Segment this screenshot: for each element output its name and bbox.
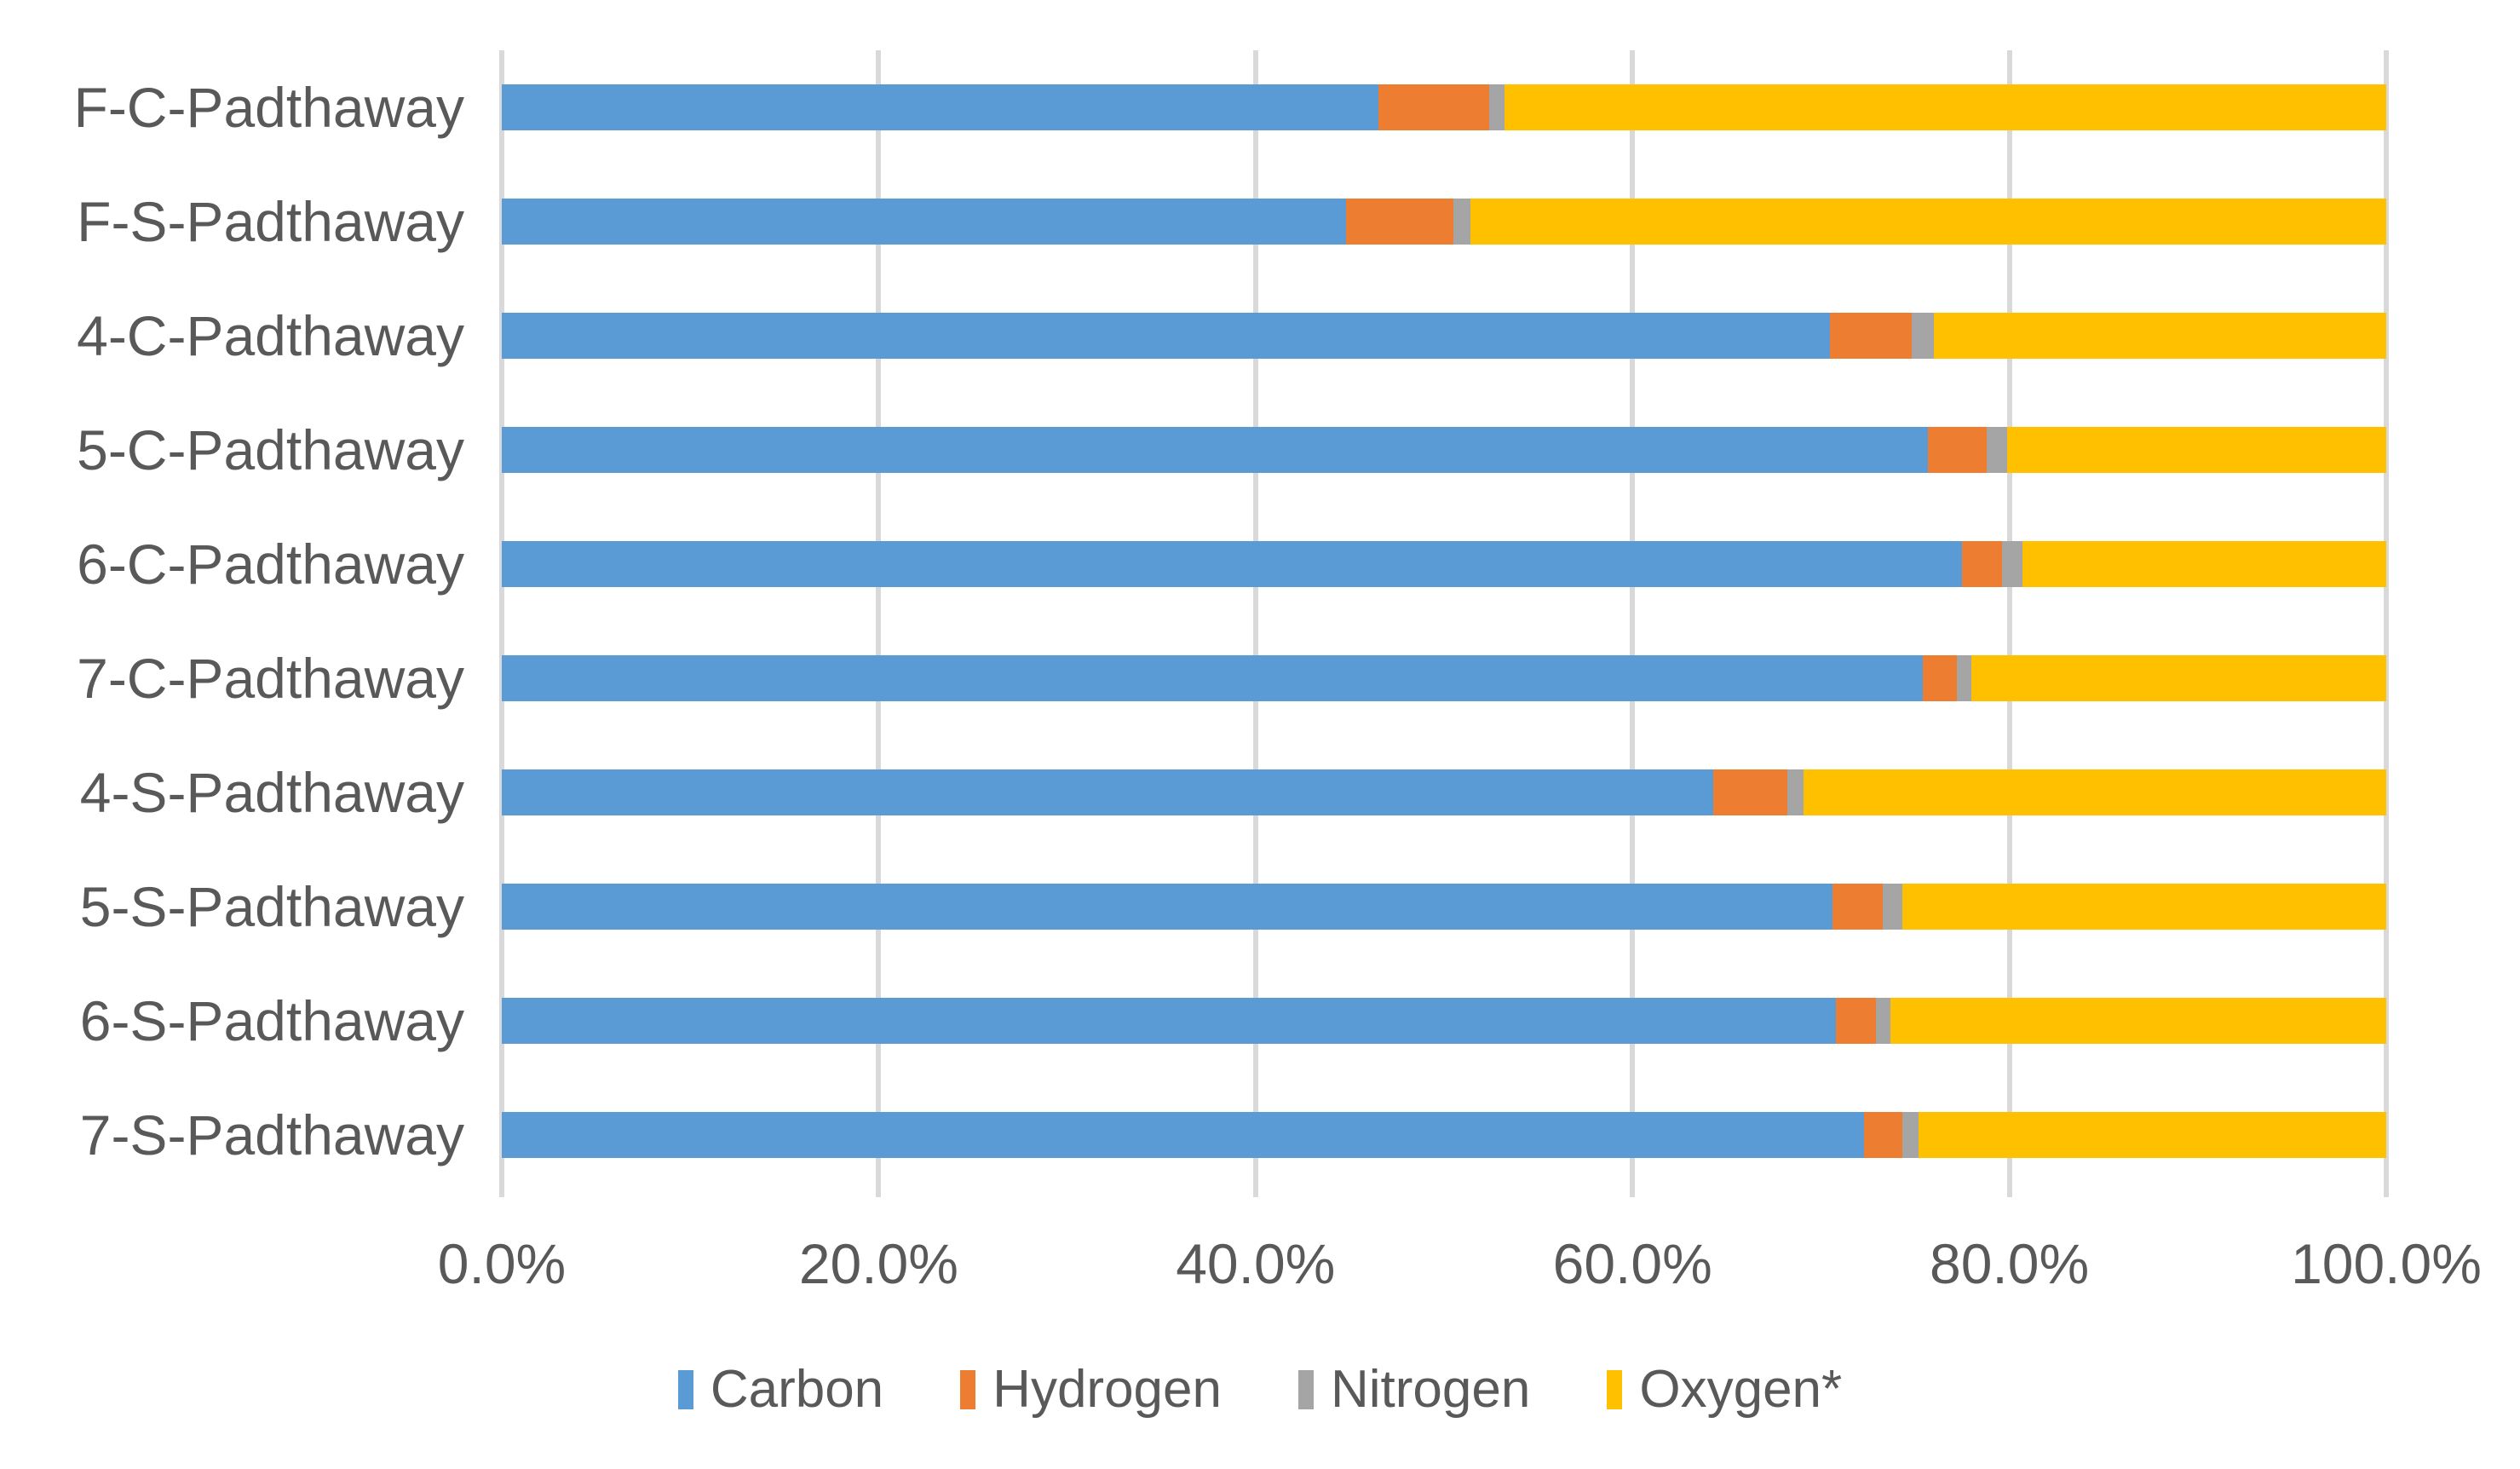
category-label-6-C-Padthaway: 6-C-Padthaway (77, 533, 464, 596)
segment-Carbon-7-S-Padthaway (502, 1112, 1865, 1158)
axis-tick-40.0% (1252, 1185, 1258, 1197)
axis-tick-80.0% (2006, 1185, 2012, 1197)
legend-label: Carbon (710, 1360, 884, 1419)
segment-Nitrogen-F-C-Padthaway (1489, 84, 1505, 130)
segment-Oxygen-5-S-Padthaway (1902, 884, 2386, 930)
segment-Nitrogen-F-S-Padthaway (1453, 199, 1470, 245)
value-axis-label-40.0%: 40.0% (1176, 1232, 1336, 1295)
segment-Oxygen-6-C-Padthaway (2022, 541, 2386, 587)
legend-item-Nitrogen: Nitrogen (1298, 1362, 1530, 1418)
segment-Nitrogen-5-C-Padthaway (1987, 427, 2008, 473)
category-label-4-S-Padthaway: 4-S-Padthaway (79, 761, 464, 824)
segment-Oxygen-7-C-Padthaway (1971, 655, 2386, 701)
bar-4-C-Padthaway (502, 313, 2386, 359)
legend-label: Oxygen* (1639, 1360, 1843, 1419)
segment-Hydrogen-7-C-Padthaway (1922, 655, 1957, 701)
segment-Nitrogen-6-S-Padthaway (1875, 998, 1891, 1044)
legend: Carbon Hydrogen Nitrogen Oxygen* (0, 1362, 2520, 1418)
segment-Hydrogen-7-S-Padthaway (1864, 1112, 1902, 1158)
gridline-60.0% (1630, 50, 1636, 1185)
segment-Nitrogen-7-C-Padthaway (1956, 655, 1972, 701)
value-axis-label-80.0%: 80.0% (1930, 1232, 2090, 1295)
category-label-F-C-Padthaway: F-C-Padthaway (73, 76, 465, 139)
segment-Oxygen-5-C-Padthaway (2007, 427, 2386, 473)
gridline-40.0% (1252, 50, 1258, 1185)
segment-Hydrogen-5-S-Padthaway (1832, 884, 1884, 930)
legend-marker-icon (1298, 1370, 1314, 1409)
value-axis-label-60.0%: 60.0% (1552, 1232, 1712, 1295)
legend-item-Carbon: Carbon (677, 1360, 884, 1419)
segment-Nitrogen-7-S-Padthaway (1902, 1112, 1919, 1158)
bar-F-C-Padthaway (502, 84, 2386, 130)
bar-F-S-Padthaway (502, 199, 2386, 245)
segment-Carbon-5-S-Padthaway (502, 884, 1832, 930)
legend-marker-icon (960, 1370, 976, 1409)
gridline-100.0% (2384, 50, 2389, 1185)
category-label-6-S-Padthaway: 6-S-Padthaway (79, 989, 464, 1052)
legend-marker-icon (1607, 1370, 1623, 1409)
axis-tick-60.0% (1630, 1185, 1636, 1197)
segment-Oxygen-4-C-Padthaway (1934, 313, 2386, 359)
bar-6-S-Padthaway (502, 998, 2386, 1044)
segment-Oxygen-7-S-Padthaway (1919, 1112, 2386, 1158)
legend-item-Oxygen: Oxygen* (1607, 1362, 1842, 1418)
bar-5-C-Padthaway (502, 427, 2386, 473)
bar-6-C-Padthaway (502, 541, 2386, 587)
segment-Carbon-4-S-Padthaway (502, 769, 1714, 815)
category-label-5-S-Padthaway: 5-S-Padthaway (79, 875, 464, 938)
bar-4-S-Padthaway (502, 769, 2386, 815)
category-label-F-S-Padthaway: F-S-Padthaway (77, 190, 464, 253)
segment-Carbon-6-S-Padthaway (502, 998, 1837, 1044)
segment-Oxygen-4-S-Padthaway (1804, 769, 2386, 815)
category-label-5-C-Padthaway: 5-C-Padthaway (77, 418, 464, 481)
legend-label: Nitrogen (1331, 1360, 1531, 1419)
legend-marker-icon (677, 1370, 693, 1409)
segment-Oxygen-F-C-Padthaway (1504, 84, 2386, 130)
bar-7-S-Padthaway (502, 1112, 2386, 1158)
value-axis-label-0.0%: 0.0% (437, 1232, 567, 1295)
segment-Hydrogen-4-S-Padthaway (1713, 769, 1787, 815)
segment-Oxygen-F-S-Padthaway (1470, 199, 2386, 245)
segment-Hydrogen-4-C-Padthaway (1830, 313, 1912, 359)
category-label-7-S-Padthaway: 7-S-Padthaway (79, 1103, 464, 1167)
legend-item-Hydrogen: Hydrogen (960, 1362, 1222, 1418)
segment-Carbon-F-C-Padthaway (502, 84, 1378, 130)
value-axis-label-100.0%: 100.0% (2291, 1232, 2482, 1295)
segment-Hydrogen-5-C-Padthaway (1928, 427, 1988, 473)
segment-Nitrogen-4-S-Padthaway (1786, 769, 1804, 815)
legend-label: Hydrogen (992, 1360, 1222, 1419)
axis-tick-100.0% (2384, 1185, 2389, 1197)
axis-tick-20.0% (876, 1185, 882, 1197)
bar-7-C-Padthaway (502, 655, 2386, 701)
gridline-20.0% (876, 50, 882, 1185)
segment-Carbon-5-C-Padthaway (502, 427, 1929, 473)
segment-Carbon-4-C-Padthaway (502, 313, 1831, 359)
segment-Hydrogen-6-C-Padthaway (1962, 541, 2002, 587)
bar-5-S-Padthaway (502, 884, 2386, 930)
segment-Carbon-7-C-Padthaway (502, 655, 1923, 701)
segment-Nitrogen-4-C-Padthaway (1911, 313, 1935, 359)
segment-Nitrogen-5-S-Padthaway (1883, 884, 1902, 930)
segment-Carbon-6-C-Padthaway (502, 541, 1963, 587)
gridline-0.0% (499, 50, 504, 1185)
axis-tick-0.0% (499, 1185, 504, 1197)
category-label-4-C-Padthaway: 4-C-Padthaway (77, 304, 464, 367)
segment-Oxygen-6-S-Padthaway (1890, 998, 2386, 1044)
segment-Hydrogen-F-S-Padthaway (1345, 199, 1454, 245)
segment-Hydrogen-F-C-Padthaway (1378, 84, 1490, 130)
segment-Nitrogen-6-C-Padthaway (2001, 541, 2023, 587)
segment-Hydrogen-6-S-Padthaway (1836, 998, 1876, 1044)
value-axis-label-20.0%: 20.0% (798, 1232, 958, 1295)
segment-Carbon-F-S-Padthaway (502, 199, 1346, 245)
category-label-7-C-Padthaway: 7-C-Padthaway (77, 647, 464, 710)
gridline-80.0% (2006, 50, 2012, 1185)
